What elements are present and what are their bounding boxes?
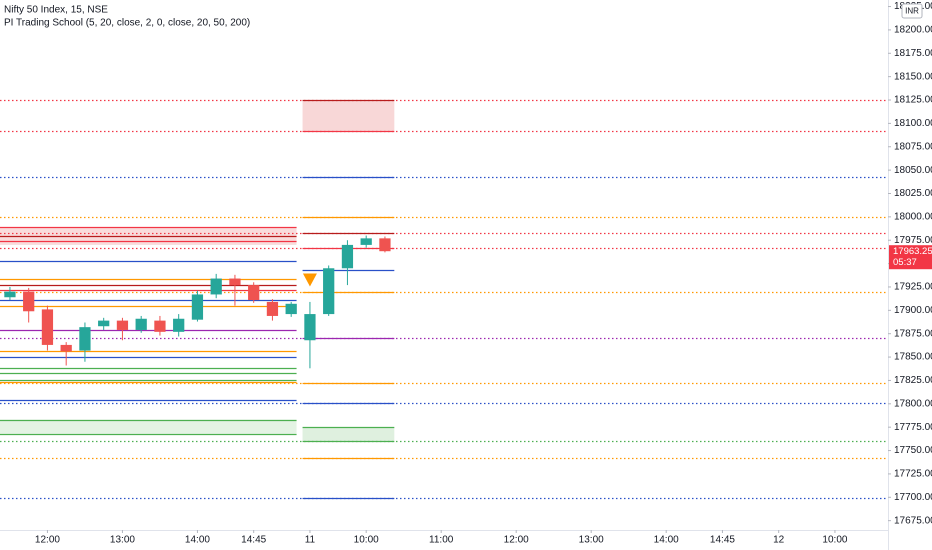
candle-body: [248, 285, 260, 301]
y-tick-label: 17775.00: [894, 422, 932, 433]
plot-area: [0, 99, 888, 500]
y-tick-label: 18125.00: [894, 95, 932, 106]
candle-body: [154, 320, 166, 332]
currency-label: INR: [905, 7, 919, 16]
y-tick-label: 17900.00: [894, 305, 932, 316]
candle-body: [379, 238, 391, 252]
x-tick-label: 12:00: [504, 535, 529, 546]
y-tick-label: 18075.00: [894, 141, 932, 152]
y-tick-label: 18100.00: [894, 118, 932, 129]
x-tick-label: 12: [773, 535, 785, 546]
y-tick-label: 18050.00: [894, 165, 932, 176]
signal-marker: [302, 273, 317, 287]
candle-body: [116, 320, 129, 330]
candle-body: [285, 303, 297, 315]
y-tick-label: 18025.00: [894, 188, 932, 199]
y-tick-label: 18175.00: [894, 48, 932, 59]
candle-body: [229, 278, 241, 286]
last-price-tag: [889, 245, 932, 270]
y-tick-label: 17725.00: [894, 469, 932, 480]
candle-body: [60, 344, 72, 352]
bar-timer: 05:37: [893, 257, 917, 268]
candle-body: [341, 244, 354, 269]
x-tick-label: 12:00: [35, 535, 60, 546]
axes: 18225.0018200.0018175.0018150.0018125.00…: [35, 1, 932, 546]
candle-body: [304, 314, 316, 341]
x-tick-label: 11:00: [429, 535, 454, 546]
y-tick-label: 18200.00: [894, 25, 932, 36]
last-price-label: 17963.25: [893, 246, 932, 257]
zone: [302, 100, 395, 131]
candle-body: [266, 301, 279, 316]
chart-title: Nifty 50 Index, 15, NSE: [4, 5, 108, 16]
candle-body: [135, 318, 147, 330]
candle-body: [323, 268, 335, 315]
x-tick-label: 13:00: [110, 535, 135, 546]
y-tick-label: 17925.00: [894, 282, 932, 293]
price-axis-background: [888, 0, 932, 550]
y-tick-label: 18150.00: [894, 71, 932, 82]
x-tick-label: 10:00: [822, 535, 847, 546]
candle-body: [173, 318, 185, 332]
x-tick-label: 13:00: [579, 535, 604, 546]
candle-body: [98, 320, 110, 327]
candle-body: [23, 291, 35, 312]
indicator-label: PI Trading School (5, 20, close, 2, 0, c…: [4, 18, 250, 29]
x-tick-label: 11: [305, 535, 316, 546]
y-tick-label: 17975.00: [894, 235, 932, 246]
y-tick-label: 17675.00: [894, 515, 932, 526]
candle-body: [210, 278, 222, 295]
currency-badge: [901, 3, 923, 19]
y-tick-label: 17850.00: [894, 352, 932, 363]
y-tick-label: 17825.00: [894, 375, 932, 386]
candle-body: [79, 327, 91, 351]
x-tick-label: 14:00: [654, 535, 679, 546]
x-tick-label: 14:45: [241, 535, 266, 546]
candle-body: [191, 294, 204, 320]
x-tick-label: 10:00: [354, 535, 379, 546]
candle-body: [4, 291, 16, 298]
zone: [302, 427, 395, 442]
x-tick-label: 14:45: [710, 535, 735, 546]
zone: [0, 419, 297, 434]
candle-body: [360, 238, 372, 245]
y-tick-label: 18000.00: [894, 212, 932, 223]
y-tick-label: 17700.00: [894, 492, 932, 503]
y-tick-label: 17800.00: [894, 398, 932, 409]
y-tick-label: 17750.00: [894, 445, 932, 456]
x-tick-label: 14:00: [185, 535, 210, 546]
y-tick-label: 17875.00: [894, 328, 932, 339]
candle-body: [41, 309, 54, 345]
